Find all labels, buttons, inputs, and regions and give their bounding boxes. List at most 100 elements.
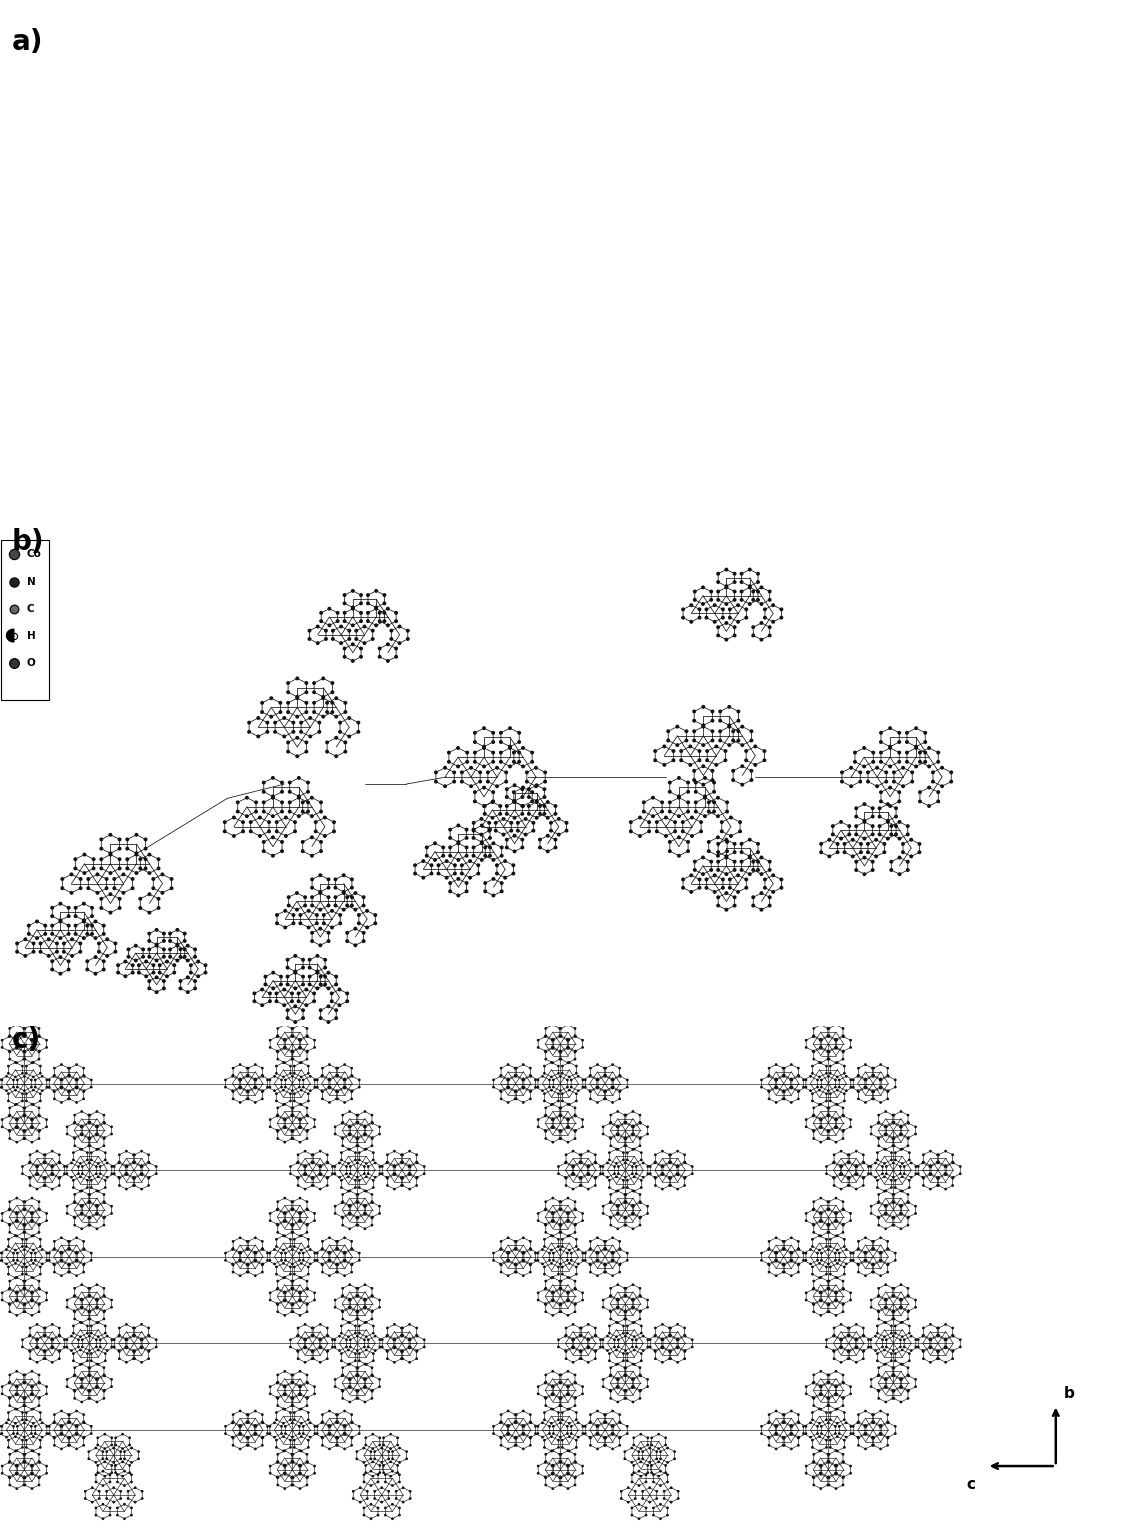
Point	[713, 819, 731, 844]
Point	[598, 1324, 616, 1349]
Point	[821, 1255, 839, 1280]
Point	[596, 1078, 614, 1102]
Point	[15, 1473, 33, 1497]
Point	[349, 1110, 367, 1134]
Point	[281, 1255, 299, 1280]
Point	[298, 1038, 316, 1063]
Point	[529, 1027, 547, 1052]
Point	[30, 1370, 48, 1395]
Point	[457, 871, 475, 896]
Point	[914, 1338, 932, 1363]
Point	[31, 1428, 49, 1453]
Point	[574, 1075, 592, 1099]
Point	[389, 285, 407, 309]
Point	[872, 1076, 890, 1101]
Point	[0, 1260, 3, 1285]
Point	[891, 1375, 910, 1399]
Point	[944, 1315, 962, 1340]
Point	[601, 1133, 620, 1157]
Point	[492, 1056, 511, 1081]
Point	[300, 965, 318, 989]
Point	[662, 1150, 680, 1174]
Point	[66, 856, 84, 880]
Point	[944, 1151, 962, 1176]
Point	[630, 1493, 648, 1517]
Point	[58, 1154, 76, 1179]
Point	[573, 1202, 591, 1226]
Point	[877, 1288, 895, 1312]
Point	[878, 1154, 896, 1179]
Point	[690, 739, 708, 764]
Point	[589, 1067, 607, 1092]
Point	[399, 619, 417, 643]
Point	[326, 1335, 345, 1360]
Point	[239, 1087, 257, 1112]
Point	[302, 920, 321, 945]
Point	[148, 965, 166, 989]
Point	[832, 1162, 850, 1187]
Point	[289, 1151, 307, 1176]
Point	[868, 755, 886, 779]
Point	[168, 934, 186, 958]
Point	[393, 1323, 412, 1347]
Point	[566, 1047, 584, 1072]
Point	[761, 857, 779, 882]
Point	[794, 274, 812, 299]
Point	[133, 1479, 151, 1503]
Point	[7, 1461, 25, 1485]
Point	[531, 827, 549, 851]
Point	[72, 1151, 90, 1176]
Point	[608, 1115, 626, 1139]
Point	[868, 827, 886, 851]
Point	[840, 822, 858, 847]
Point	[699, 839, 717, 863]
Point	[887, 814, 905, 839]
Point	[930, 375, 948, 400]
Point	[73, 1099, 91, 1124]
Point	[857, 1240, 875, 1265]
Point	[591, 1162, 609, 1187]
Point	[58, 1115, 76, 1139]
Point	[306, 1288, 324, 1312]
Point	[401, 1154, 420, 1179]
Point	[885, 1205, 903, 1229]
Point	[821, 1226, 839, 1251]
Point	[607, 1165, 625, 1190]
Point	[550, 1442, 568, 1467]
Point	[601, 1379, 620, 1404]
Point	[274, 1439, 292, 1464]
Point	[17, 1407, 35, 1431]
Point	[573, 1027, 591, 1052]
Point	[254, 1252, 272, 1277]
Point	[434, 836, 453, 860]
Point	[0, 1425, 3, 1450]
Point	[30, 1197, 48, 1222]
Point	[654, 1154, 672, 1179]
Point	[885, 1355, 903, 1379]
Point	[78, 1314, 97, 1338]
Point	[540, 1240, 558, 1265]
Point	[23, 1208, 41, 1232]
Point	[542, 1064, 561, 1089]
Point	[526, 1248, 545, 1272]
Point	[662, 1142, 680, 1167]
Point	[308, 614, 326, 638]
Point	[566, 1269, 584, 1294]
Point	[38, 1280, 56, 1304]
Point	[312, 1312, 330, 1337]
Point	[670, 784, 688, 808]
Point	[514, 775, 532, 799]
Point	[912, 291, 930, 315]
Point	[51, 961, 69, 986]
Point	[73, 1295, 91, 1320]
Point	[717, 862, 736, 886]
Point	[342, 1237, 360, 1262]
Point	[649, 1450, 667, 1474]
Point	[297, 690, 315, 715]
Point	[189, 965, 207, 989]
Point	[321, 1240, 339, 1265]
Point	[654, 1139, 672, 1164]
Point	[543, 1265, 562, 1289]
Point	[63, 1165, 81, 1190]
Point	[537, 1465, 555, 1490]
